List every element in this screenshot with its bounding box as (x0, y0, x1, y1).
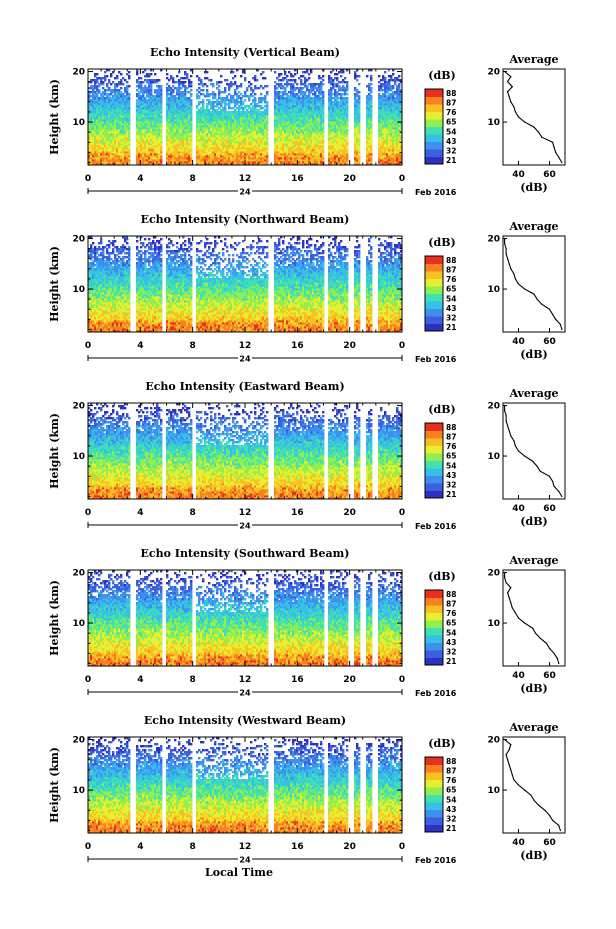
heatmap-cell (366, 75, 368, 77)
heatmap-cell (234, 75, 236, 77)
heatmap-cell (244, 77, 246, 79)
heatmap-cell (158, 79, 160, 81)
heatmap-cell (206, 85, 208, 87)
heatmap-cell (254, 93, 256, 95)
heatmap-cell (244, 99, 246, 101)
heatmap-cell (266, 91, 268, 93)
heatmap-cell (346, 81, 348, 83)
heatmap-cell (370, 87, 372, 89)
heatmap-cell (266, 85, 268, 87)
heatmap-cell (300, 79, 302, 81)
heatmap-cell (356, 79, 358, 81)
heatmap-cell (280, 73, 282, 75)
heatmap-cell (358, 75, 360, 77)
heatmap-cell (184, 81, 186, 83)
heatmap-cell (210, 79, 212, 81)
heatmap-cell (240, 75, 242, 77)
heatmap-cell (214, 93, 216, 95)
heatmap-cell (358, 91, 360, 93)
heatmap-cell (262, 71, 264, 73)
heatmap-cell (294, 79, 296, 81)
heatmap-cell (122, 83, 124, 85)
heatmap-cell (322, 83, 324, 85)
heatmap-cell (190, 93, 192, 95)
heatmap-cell (218, 85, 220, 87)
heatmap-cell (224, 87, 226, 89)
heatmap-cell (220, 81, 222, 83)
heatmap-cell (336, 77, 338, 79)
heatmap-cell (260, 93, 262, 95)
heatmap-cell (346, 93, 348, 95)
heatmap-cell (186, 73, 188, 75)
heatmap-cell (296, 83, 298, 85)
heatmap-cell (202, 89, 204, 91)
heatmap-cell (128, 75, 130, 77)
heatmap-cell (322, 79, 324, 81)
heatmap-cell (108, 79, 110, 81)
heatmap-cell (160, 85, 162, 87)
heatmap-cell (234, 81, 236, 83)
heatmap-cell (264, 77, 266, 79)
heatmap-cell (322, 91, 324, 93)
heatmap-cell (308, 77, 310, 79)
heatmap-cell (202, 99, 204, 101)
heatmap-cell (370, 83, 372, 85)
heatmap-cell (346, 97, 348, 99)
heatmap-cell (212, 83, 214, 85)
heatmap-cell (190, 81, 192, 83)
heatmap-cell (250, 83, 252, 85)
heatmap-cell (226, 79, 228, 81)
heatmap-cell (190, 99, 192, 101)
heatmap-cells (88, 69, 402, 165)
heatmap-cell (140, 77, 142, 79)
heatmap-cell (274, 71, 276, 73)
panel-0 (88, 69, 565, 195)
heatmap-cell (96, 73, 98, 75)
heatmap-cell (254, 75, 256, 77)
heatmap-cell (116, 75, 118, 77)
heatmap-cell (120, 87, 122, 89)
heatmap-cell (254, 97, 256, 99)
heatmap-cell (286, 75, 288, 77)
heatmap-cell (150, 73, 152, 75)
heatmap-cell (358, 83, 360, 85)
heatmap-cell (98, 89, 100, 91)
heatmap-cell (358, 95, 360, 97)
heatmap-cell (172, 77, 174, 79)
heatmap-cell (344, 77, 346, 79)
heatmap-cell (256, 79, 258, 81)
heatmap-cell (128, 71, 130, 73)
heatmap-cell (206, 89, 208, 91)
heatmap-cell (128, 85, 130, 87)
heatmap-cell (266, 101, 268, 103)
heatmap-cell (370, 75, 372, 77)
heatmap-cell (166, 73, 168, 75)
heatmap-cell (200, 79, 202, 81)
heatmap-cell (106, 75, 108, 77)
heatmap-cell (128, 93, 130, 95)
heatmap-cell (120, 73, 122, 75)
heatmap-cell (240, 83, 242, 85)
heatmap-cell (190, 75, 192, 77)
heatmap-cell (294, 73, 296, 75)
heatmap-cell (322, 75, 324, 77)
heatmap-cell (126, 81, 128, 83)
heatmap-cell (378, 75, 380, 77)
heatmap-cell (176, 75, 178, 77)
heatmap-cell (370, 95, 372, 97)
heatmap-cell (154, 73, 156, 75)
heatmap-cell (220, 75, 222, 77)
heatmap-cell (340, 75, 342, 77)
heatmap-cell (190, 89, 192, 91)
heatmap-cell (206, 71, 208, 73)
